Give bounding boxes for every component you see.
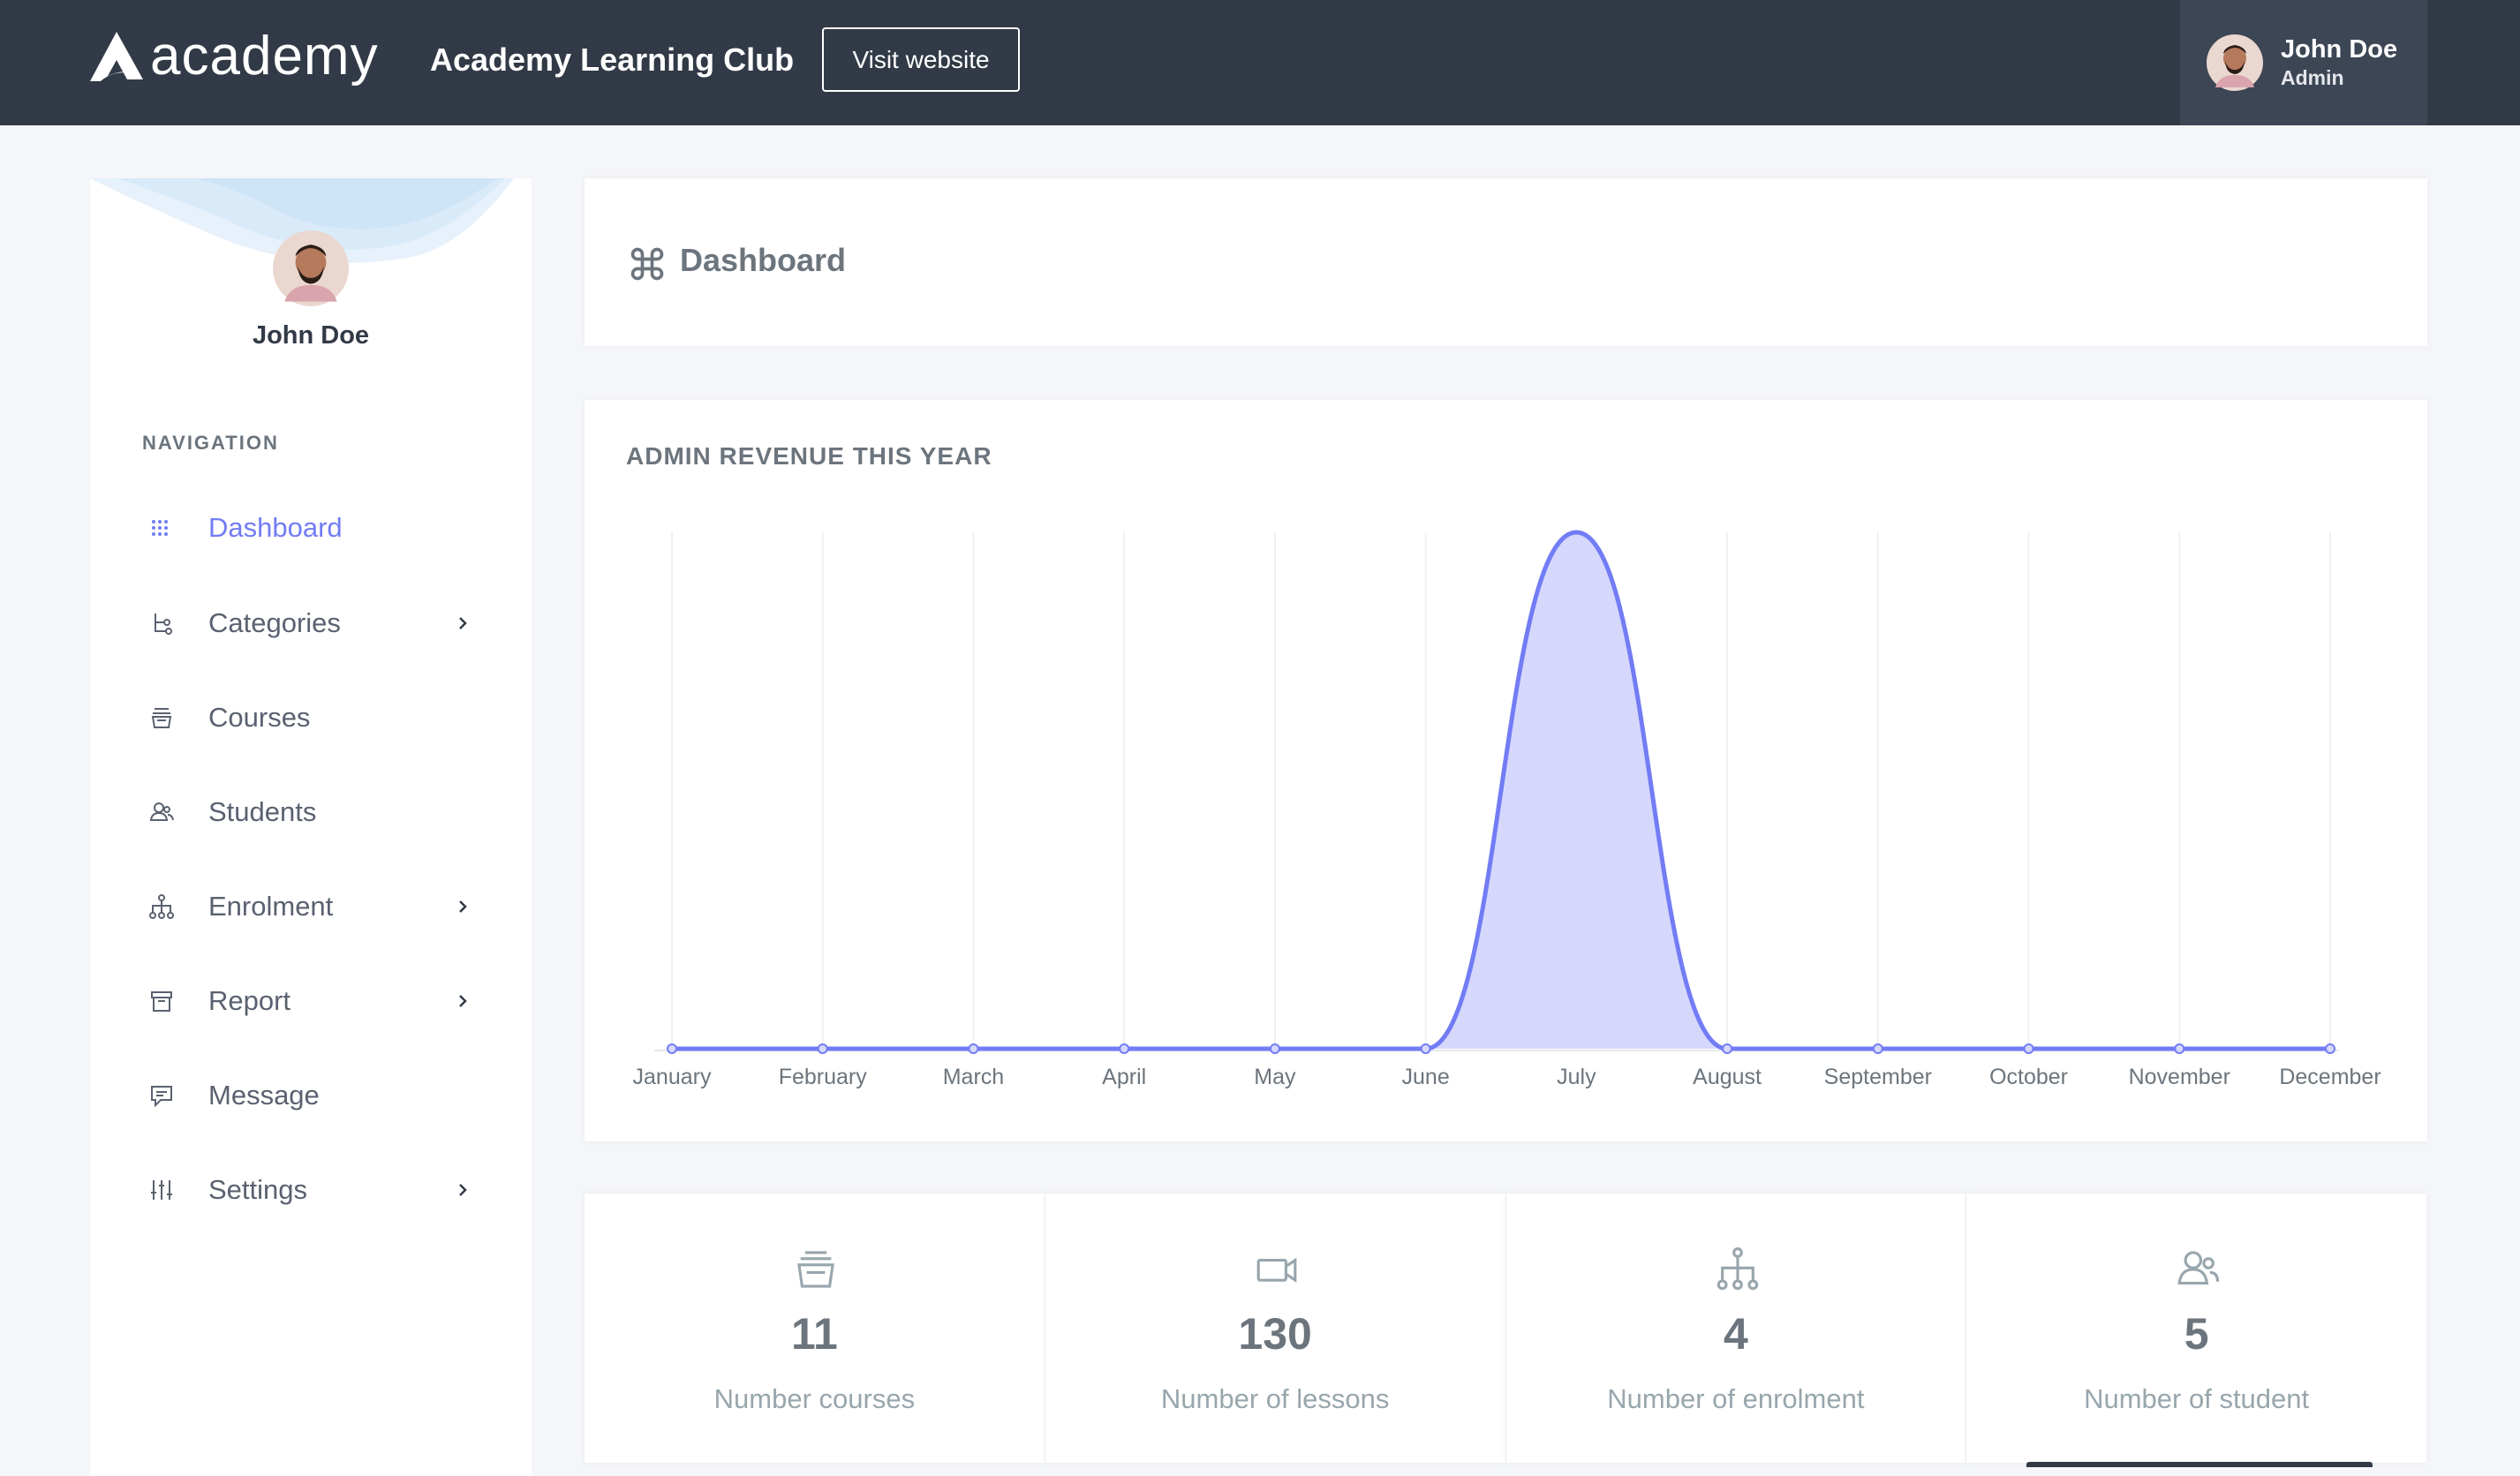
x-tick-label: February [779,1065,868,1089]
chevron-right-icon [459,1184,467,1196]
revenue-series-line [672,530,2330,1051]
stat-value: 130 [1238,1309,1312,1359]
sidebar-item-label: Dashboard [208,512,343,543]
stat-label: Number of student [2084,1383,2310,1414]
sidebar-item-courses[interactable]: Courses [90,682,532,753]
user-menu[interactable]: John Doe Admin [2180,0,2427,125]
navigation-heading: NAVIGATION [142,432,279,454]
sidebar-item-label: Settings [208,1174,308,1205]
sidebar-item-report[interactable]: Report [90,966,532,1036]
sidebar-user-name: John Doe [252,321,370,350]
sidebar-item-categories[interactable]: Categories [90,588,532,659]
sidebar-wave-decoration [90,178,514,263]
users-icon [149,802,174,821]
data-point [1420,1043,1431,1054]
sidebar-item-label: Enrolment [208,891,334,922]
data-point [1722,1043,1733,1054]
stat-card-courses: 11 Number courses [585,1194,1045,1463]
data-point [2023,1043,2034,1054]
sliders-icon [151,1180,172,1200]
data-point [2174,1043,2185,1054]
page-title: Dashboard [680,242,847,278]
network-icon [149,894,174,919]
logo-text: academy [150,26,379,87]
sidebar-item-label: Message [208,1080,320,1111]
archive-icon [151,708,172,728]
chevron-right-icon [459,617,467,629]
bottom-scroll-indicator [2026,1462,2373,1467]
hierarchy-icon [155,614,172,635]
stat-card-enrolment: 4 Number of enrolment [1505,1194,1966,1463]
chart-title: ADMIN REVENUE THIS YEAR [626,442,992,470]
data-point [817,1043,828,1054]
stats-row: 11 Number courses 130 Number of lessons … [585,1194,2427,1463]
sidebar-item-enrolment[interactable]: Enrolment [90,871,532,942]
stat-value: 5 [2184,1309,2209,1359]
x-tick-label: May [1254,1065,1296,1089]
data-point [667,1043,677,1054]
sidebar-item-message[interactable]: Message [90,1060,532,1131]
archive-icon [797,1251,834,1288]
data-point [968,1043,979,1054]
academy-logo[interactable]: academy [88,25,379,87]
x-tick-label: November [2129,1065,2230,1089]
video-icon [1256,1257,1297,1284]
stat-label: Number courses [713,1383,916,1414]
header-user-role: Admin [2281,66,2344,89]
stat-value: 11 [790,1309,838,1359]
grid-dots-icon [152,520,168,536]
academy-logo-icon [90,31,143,81]
sidebar-avatar [273,230,349,306]
x-tick-label: March [943,1065,1004,1089]
x-tick-label: December [2279,1065,2380,1089]
x-tick-label: August [1693,1065,1762,1089]
stat-card-lessons: 130 Number of lessons [1045,1194,1505,1463]
x-tick-label: October [1989,1065,2068,1089]
visit-website-button[interactable]: Visit website [822,27,1020,92]
sidebar-item-dashboard[interactable]: Dashboard [90,493,532,563]
revenue-area-chart[interactable]: January February March April May June July Augu… [585,400,2427,1141]
sidebar-item-students[interactable]: Students [90,777,532,847]
box-icon [151,991,172,1012]
users-icon [2177,1251,2220,1285]
network-icon [1716,1247,1758,1291]
sidebar: John Doe NAVIGATION Dashboard Categories… [90,178,532,1476]
data-point [2325,1043,2335,1054]
message-icon [151,1086,172,1108]
data-point [1269,1043,1280,1054]
command-icon [630,247,664,281]
x-tick-label: January [633,1065,712,1089]
data-point [1119,1043,1130,1054]
sidebar-item-label: Courses [208,702,311,733]
x-tick-label: April [1102,1065,1146,1089]
sidebar-item-settings[interactable]: Settings [90,1155,532,1225]
sidebar-item-label: Report [208,985,291,1016]
sidebar-item-label: Categories [208,607,341,638]
stat-card-students: 5 Number of student [1966,1194,2426,1463]
sidebar-item-label: Students [208,796,317,827]
avatar [2207,34,2263,91]
chevron-right-icon [459,900,467,913]
site-name: Academy Learning Club [430,41,795,78]
x-tick-label: June [1402,1065,1450,1089]
stat-value: 4 [1723,1309,1748,1359]
stat-label: Number of enrolment [1607,1383,1865,1414]
data-point [1872,1043,1883,1054]
chevron-right-icon [459,995,467,1007]
page-title-card: Dashboard [585,178,2427,346]
revenue-chart-card: ADMIN REVENUE THIS YEAR January February M… [585,400,2427,1141]
stat-label: Number of lessons [1160,1383,1390,1414]
x-tick-label: July [1557,1065,1596,1089]
x-tick-label: September [1824,1065,1932,1089]
header-user-name: John Doe [2281,35,2398,64]
top-navbar: academy Academy Learning Club Visit webs… [0,0,2520,125]
